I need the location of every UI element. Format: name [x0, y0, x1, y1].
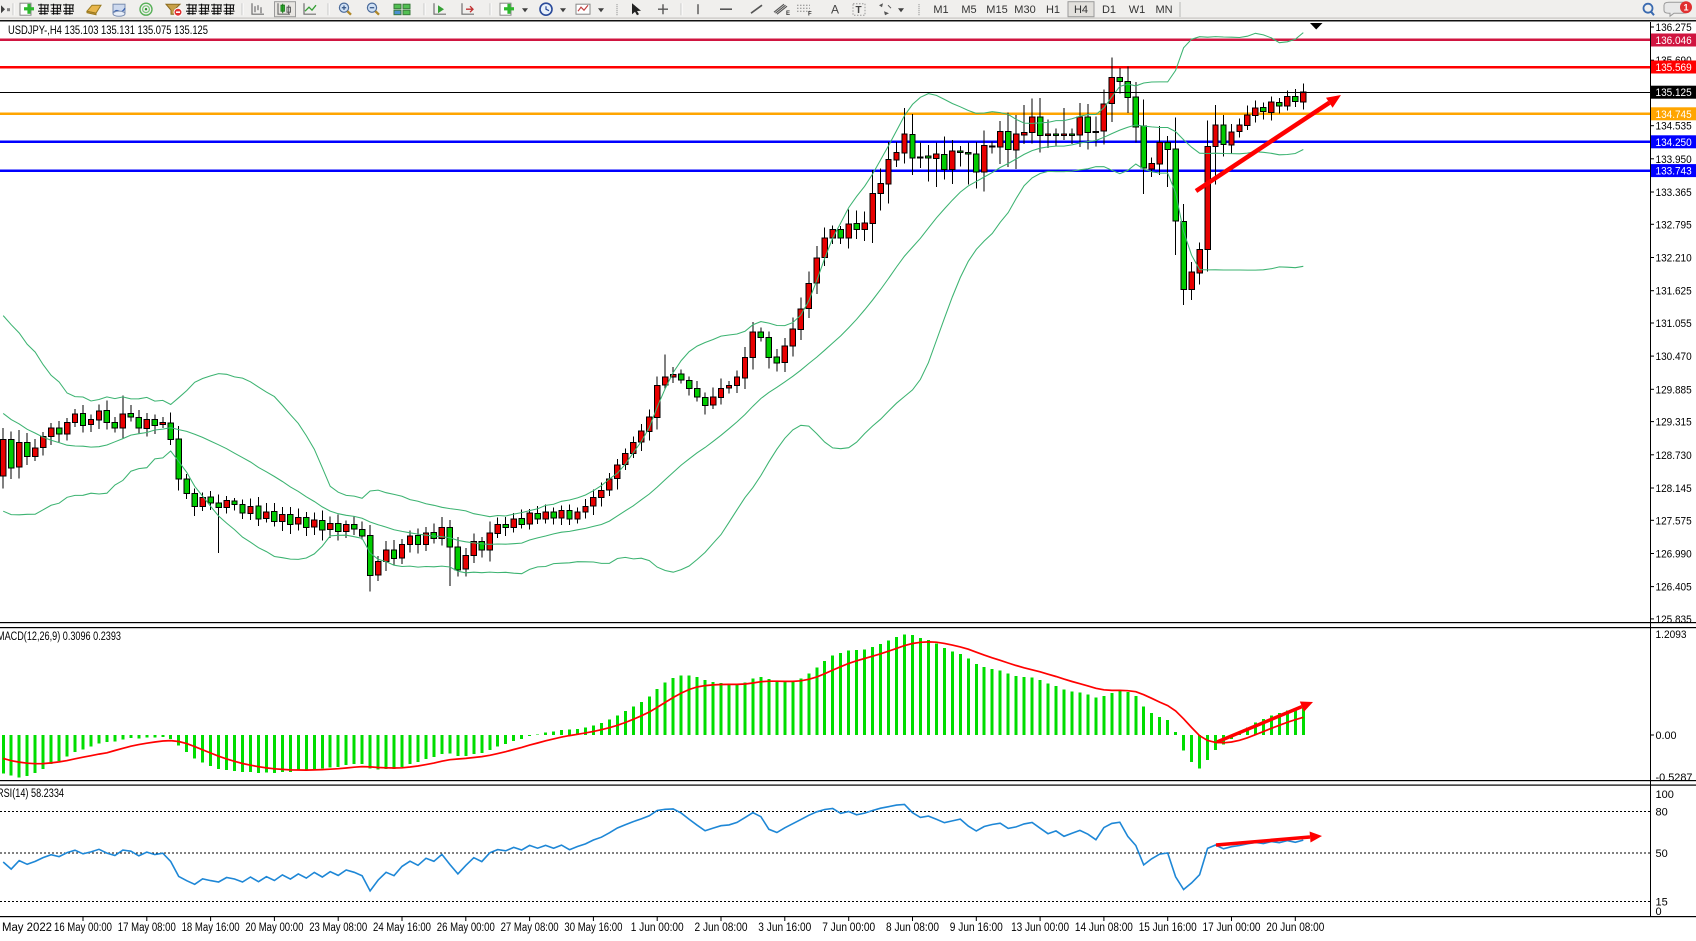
svg-text:133.365: 133.365	[1656, 187, 1692, 199]
svg-text:2 Jun 08:00: 2 Jun 08:00	[695, 922, 748, 934]
svg-text:132.795: 132.795	[1656, 219, 1692, 231]
svg-text:126.990: 126.990	[1656, 549, 1692, 561]
svg-text:9 Jun 16:00: 9 Jun 16:00	[950, 922, 1003, 934]
svg-text:0.00: 0.00	[1656, 730, 1677, 742]
svg-text:128.145: 128.145	[1656, 483, 1692, 495]
svg-text:USDJPY-,H4 135.103 135.131 13: USDJPY-,H4 135.103 135.131 135.075 135.1…	[8, 23, 208, 37]
svg-text:3 Jun 16:00: 3 Jun 16:00	[758, 922, 811, 934]
svg-text:1: 1	[1683, 3, 1688, 13]
svg-text:27 May 08:00: 27 May 08:00	[501, 922, 559, 934]
svg-text:127.575: 127.575	[1656, 515, 1692, 527]
svg-text:18 May 16:00: 18 May 16:00	[182, 922, 240, 934]
svg-text:130.470: 130.470	[1656, 351, 1692, 363]
svg-text:M5: M5	[961, 4, 976, 16]
svg-text:24 May 16:00: 24 May 16:00	[373, 922, 431, 934]
svg-text:80: 80	[1656, 807, 1668, 819]
svg-text:135.125: 135.125	[1656, 87, 1692, 99]
svg-text:129.885: 129.885	[1656, 384, 1692, 396]
svg-text:M15: M15	[986, 4, 1007, 16]
svg-text:131.625: 131.625	[1656, 286, 1692, 298]
svg-text:D1: D1	[1102, 4, 1116, 16]
svg-text:26 May 00:00: 26 May 00:00	[437, 922, 495, 934]
svg-text:1 Jun 00:00: 1 Jun 00:00	[631, 922, 684, 934]
svg-text:134.535: 134.535	[1656, 121, 1692, 133]
svg-text:14 Jun 08:00: 14 Jun 08:00	[1075, 922, 1133, 934]
svg-text:135.569: 135.569	[1656, 62, 1692, 74]
svg-text:30 May 16:00: 30 May 16:00	[564, 922, 622, 934]
svg-text:MN: MN	[1155, 4, 1172, 16]
svg-text:13 Jun 00:00: 13 Jun 00:00	[1011, 922, 1069, 934]
svg-text:W1: W1	[1129, 4, 1146, 16]
svg-text:-0.5287: -0.5287	[1656, 772, 1693, 784]
svg-text:H1: H1	[1046, 4, 1060, 16]
svg-text:0: 0	[1656, 906, 1662, 918]
svg-text:7 Jun 00:00: 7 Jun 00:00	[822, 922, 875, 934]
svg-text:T: T	[856, 5, 862, 16]
svg-text:MACD(12,26,9) 0.3096 0.2393: MACD(12,26,9) 0.3096 0.2393	[0, 631, 121, 643]
svg-text:17 May 08:00: 17 May 08:00	[118, 922, 176, 934]
svg-text:136.046: 136.046	[1656, 35, 1692, 47]
svg-text:131.055: 131.055	[1656, 318, 1692, 330]
svg-text:16 May 00:00: 16 May 00:00	[54, 922, 112, 934]
svg-text:132.210: 132.210	[1656, 253, 1692, 265]
svg-text:23 May 08:00: 23 May 08:00	[309, 922, 367, 934]
svg-text:100: 100	[1656, 789, 1674, 801]
svg-text:RSI(14) 58.2334: RSI(14) 58.2334	[0, 788, 64, 800]
svg-text:17 Jun 00:00: 17 Jun 00:00	[1203, 922, 1261, 934]
svg-text:May 2022: May 2022	[2, 922, 52, 934]
svg-text:134.745: 134.745	[1656, 109, 1692, 121]
svg-text:133.950: 133.950	[1656, 154, 1692, 166]
svg-text:128.730: 128.730	[1656, 450, 1692, 462]
svg-text:133.743: 133.743	[1656, 166, 1692, 178]
svg-text:20 Jun 08:00: 20 Jun 08:00	[1266, 922, 1324, 934]
svg-text:15: 15	[1656, 897, 1668, 909]
svg-text:M30: M30	[1014, 4, 1035, 16]
svg-text:50: 50	[1656, 848, 1668, 860]
svg-text:126.405: 126.405	[1656, 582, 1692, 594]
svg-text:M1: M1	[933, 4, 948, 16]
svg-text:E: E	[786, 11, 790, 17]
svg-text:125.835: 125.835	[1656, 614, 1692, 626]
svg-text:134.250: 134.250	[1656, 137, 1692, 149]
svg-text:8 Jun 08:00: 8 Jun 08:00	[886, 922, 939, 934]
svg-text:15 Jun 16:00: 15 Jun 16:00	[1139, 922, 1197, 934]
svg-text:A: A	[831, 3, 839, 17]
svg-text:F: F	[808, 12, 812, 18]
svg-text:1.2093: 1.2093	[1656, 629, 1687, 641]
svg-text:H4: H4	[1074, 4, 1088, 16]
svg-text:20 May 00:00: 20 May 00:00	[245, 922, 303, 934]
svg-text:136.275: 136.275	[1656, 22, 1692, 34]
svg-text:129.315: 129.315	[1656, 417, 1692, 429]
